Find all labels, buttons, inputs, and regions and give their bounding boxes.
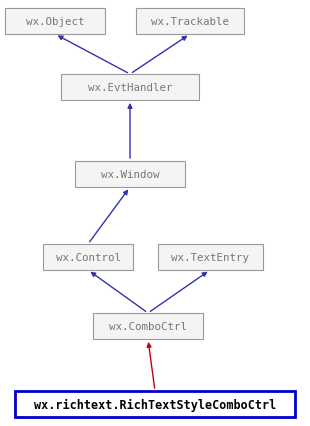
FancyBboxPatch shape <box>157 245 263 271</box>
FancyBboxPatch shape <box>15 391 295 417</box>
FancyBboxPatch shape <box>5 9 105 35</box>
Text: wx.EvtHandler: wx.EvtHandler <box>88 83 172 93</box>
Text: wx.ComboCtrl: wx.ComboCtrl <box>109 321 187 331</box>
Text: wx.TextEntry: wx.TextEntry <box>171 253 249 262</box>
Text: wx.Object: wx.Object <box>26 17 84 27</box>
Text: wx.Window: wx.Window <box>101 170 159 180</box>
FancyBboxPatch shape <box>93 313 203 339</box>
FancyBboxPatch shape <box>43 245 133 271</box>
Text: wx.Control: wx.Control <box>55 253 121 262</box>
Text: wx.richtext.RichTextStyleComboCtrl: wx.richtext.RichTextStyleComboCtrl <box>34 397 276 411</box>
FancyBboxPatch shape <box>75 161 185 187</box>
FancyBboxPatch shape <box>61 75 199 101</box>
Text: wx.Trackable: wx.Trackable <box>151 17 229 27</box>
FancyBboxPatch shape <box>136 9 244 35</box>
